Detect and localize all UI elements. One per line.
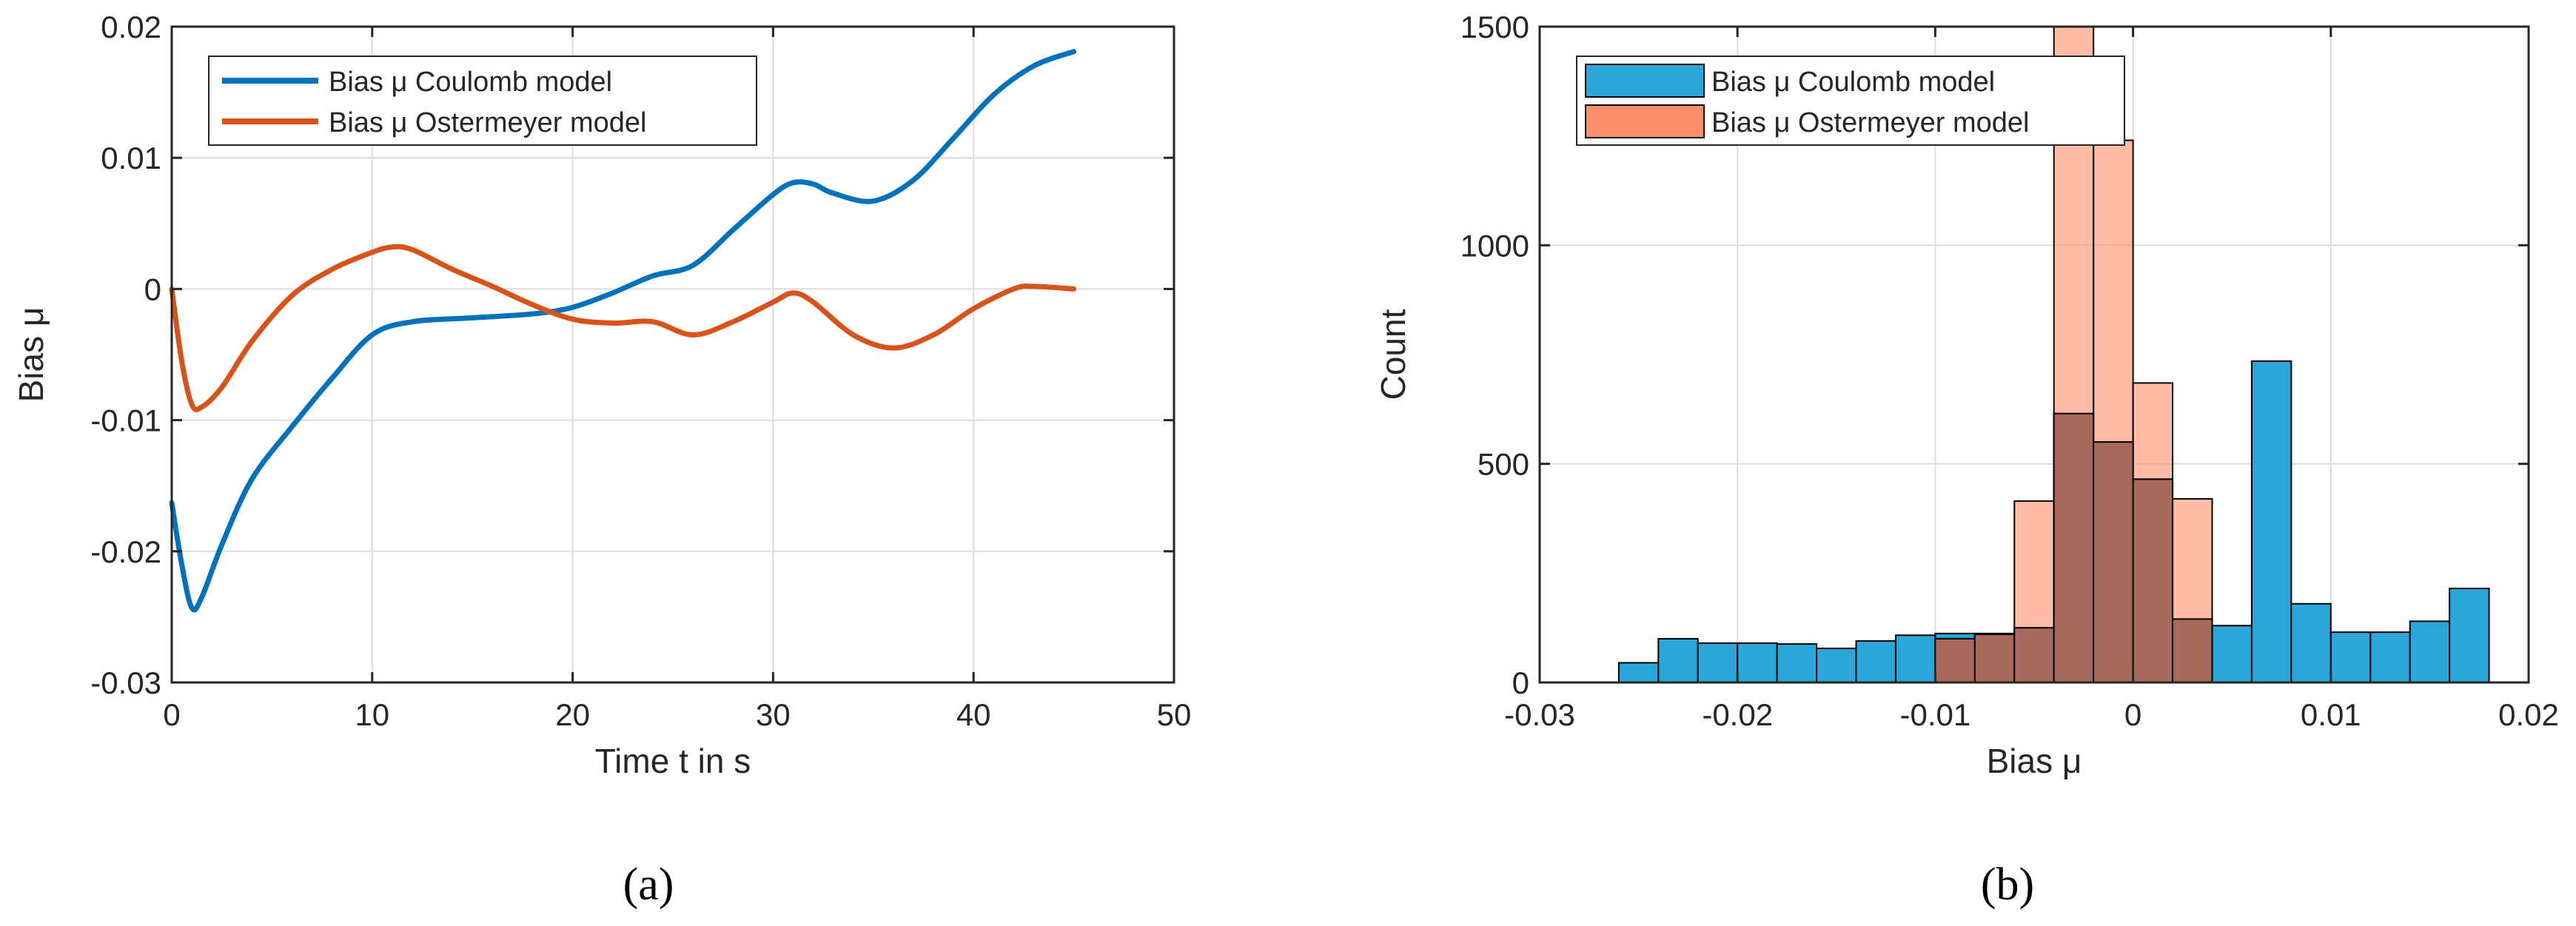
histogram-bar-coulomb (1816, 647, 1857, 683)
y-tick-label: 1500 (1460, 10, 1529, 44)
chart-b-legend: Bias μ Coulomb model Bias μ Ostermeyer mo… (1576, 56, 2125, 146)
legend-patch-swatch (1585, 104, 1705, 138)
chart-b-y-axis-label: Count (1374, 309, 1412, 400)
legend-entry-label: Bias μ Ostermeyer model (329, 107, 646, 138)
legend-box (208, 56, 757, 146)
legend-entry-label: Bias μ Coulomb model (329, 67, 612, 98)
histogram-bar-coulomb (2369, 631, 2411, 683)
series-line-ostermeyer (169, 244, 1077, 412)
x-tick-label: 50 (1157, 697, 1192, 732)
chart-b-axes-box (1538, 25, 2530, 684)
x-tick-label: 40 (956, 697, 991, 732)
histogram-bar-coulomb (2290, 603, 2332, 683)
legend-entry-label: Bias μ Ostermeyer model (1711, 107, 2029, 138)
chart-a-axes-box (170, 25, 1175, 684)
y-tick-label: 500 (1477, 447, 1529, 482)
histogram-bar-coulomb (1855, 640, 1896, 683)
histogram-bar-overlap (2013, 627, 2055, 684)
x-tick-label: 0.01 (2301, 697, 2361, 732)
histogram-bar-overlap (2053, 412, 2095, 683)
histogram-bar-coulomb (1697, 642, 1739, 684)
legend-entry-label: Bias μ Coulomb model (1711, 67, 1995, 98)
chart-a-y-axis-label: Bias μ (12, 307, 50, 403)
chart-b-ticks: -0.03 -0.02 -0.01 0 0.01 0.02 0 500 1000 1500 (1460, 10, 2559, 732)
chart-a-plot-area (169, 49, 1077, 613)
y-tick-label: 0 (144, 272, 161, 306)
histogram-bar-coulomb (2449, 588, 2490, 683)
x-tick-label: 20 (555, 697, 590, 732)
chart-b: -0.03 -0.02 -0.01 0 0.01 0.02 0 500 1000 1500 Bia… (1374, 10, 2559, 780)
y-tick-label: 0 (1512, 665, 1529, 700)
y-tick-label: 1000 (1460, 228, 1529, 263)
y-tick-label: -0.01 (90, 403, 161, 438)
histogram-bar-overlap (2172, 618, 2213, 683)
x-tick-label: 30 (756, 697, 791, 732)
y-tick-label: 0.01 (101, 141, 161, 175)
series-line-coulomb (169, 49, 1077, 613)
x-tick-label: -0.01 (1900, 697, 1971, 732)
x-tick-label: 0 (163, 697, 180, 732)
legend-patch-swatch (1585, 64, 1705, 98)
x-tick-label: -0.02 (1702, 697, 1773, 732)
caption-b: (b) (1981, 859, 2034, 910)
x-tick-label: 10 (355, 697, 389, 732)
histogram-bar-overlap (1973, 634, 2016, 684)
chart-a-x-axis-label: Time t in s (595, 742, 751, 780)
y-tick-label: -0.03 (90, 665, 161, 700)
caption-a: (a) (623, 859, 674, 910)
histogram-bar-coulomb (1657, 637, 1699, 684)
y-tick-label: 0.02 (101, 10, 161, 44)
x-tick-label: 0.02 (2498, 697, 2559, 732)
histogram-bar-overlap (2093, 441, 2134, 684)
histogram-bar-overlap (1934, 637, 1976, 684)
x-tick-label: -0.03 (1504, 697, 1575, 732)
histogram-bar-coulomb (1617, 662, 1660, 683)
histogram-bar-coulomb (2250, 360, 2292, 683)
histogram-bar-coulomb (1737, 642, 1778, 684)
histogram-bar-coulomb (1776, 643, 1818, 684)
chart-a: 0 10 20 30 40 50 -0.03 -0.02 -0.01 0 0.01 0.02 Time… (12, 10, 1191, 780)
y-tick-label: -0.02 (90, 534, 161, 569)
chart-b-x-axis-label: Bias μ (1987, 742, 2082, 780)
histogram-bar-overlap (2132, 478, 2174, 684)
x-tick-label: 0 (2124, 697, 2141, 732)
histogram-bar-coulomb (2330, 631, 2372, 683)
histogram-bar-coulomb (2211, 625, 2253, 683)
histogram-bar-coulomb (2409, 620, 2451, 683)
chart-a-ticks: 0 10 20 30 40 50 -0.03 -0.02 -0.01 0 0.01 0.02 (90, 10, 1191, 732)
histogram-bar-coulomb (1894, 634, 1936, 684)
chart-a-legend: Bias μ Coulomb model Bias μ Ostermeyer mo… (208, 56, 757, 146)
